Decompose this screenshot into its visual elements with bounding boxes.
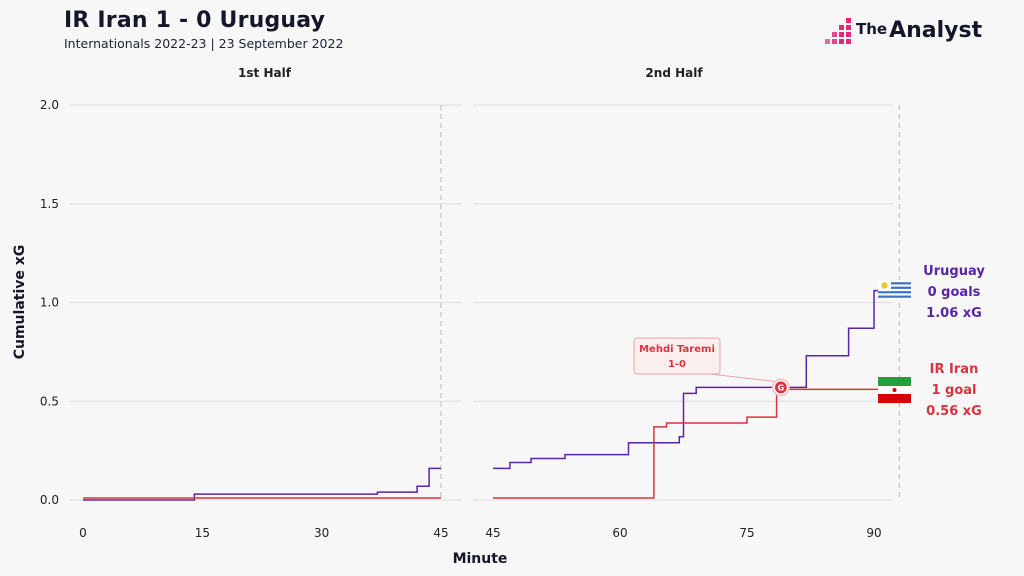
uruguay-flag-stripe — [878, 286, 911, 289]
bar-chart-logo-icon — [825, 18, 851, 44]
goal-callout-score: 1-0 — [668, 359, 686, 370]
series-line-ir-iran — [493, 388, 900, 499]
iran-flag-emblem — [892, 388, 897, 392]
x-axis-label: Minute — [453, 551, 508, 567]
y-tick-label: 0.5 — [40, 394, 59, 408]
series-line-uruguay — [83, 467, 441, 501]
x-tick-label: 60 — [612, 526, 627, 540]
x-tick-label: 30 — [314, 526, 329, 540]
chart-title: IR Iran 1 - 0 Uruguay — [64, 8, 326, 33]
brand-name: TheAnalyst — [856, 18, 983, 43]
team-goals-uruguay: 0 goals — [928, 285, 981, 300]
iran-flag-icon — [878, 377, 911, 386]
series-line-uruguay — [493, 289, 900, 470]
x-tick-label: 90 — [866, 526, 881, 540]
goal-marker-label: G — [778, 383, 785, 392]
y-tick-label: 1.0 — [40, 296, 59, 310]
x-tick-label: 75 — [739, 526, 754, 540]
uruguay-flag-stripe — [878, 295, 911, 298]
y-tick-label: 2.0 — [40, 98, 59, 112]
brand-logo: TheAnalyst — [822, 16, 992, 50]
x-tick-label: 45 — [433, 526, 448, 540]
team-name-ir-iran: IR Iran — [930, 362, 979, 377]
goal-callout-box — [633, 337, 721, 375]
panel-title: 1st Half — [238, 66, 292, 80]
x-tick-label: 15 — [195, 526, 210, 540]
uruguay-flag-stripe — [878, 282, 911, 285]
team-goals-ir-iran: 1 goal — [931, 383, 976, 398]
y-axis-label: Cumulative xG — [12, 245, 28, 360]
uruguay-flag-stripe — [878, 291, 911, 294]
iran-flag-stripe — [878, 394, 911, 403]
chart-subtitle: Internationals 2022-23 | 23 September 20… — [64, 36, 344, 51]
x-tick-label: 45 — [485, 526, 500, 540]
goal-callout-player: Mehdi Taremi — [639, 344, 715, 355]
team-name-uruguay: Uruguay — [923, 264, 985, 279]
panel-title: 2nd Half — [645, 66, 703, 80]
y-tick-label: 0.0 — [40, 493, 59, 507]
goal-marker — [773, 380, 788, 395]
y-tick-label: 1.5 — [40, 197, 59, 211]
x-tick-label: 0 — [79, 526, 87, 540]
team-xg-ir-iran: 0.56 xG — [926, 404, 982, 419]
team-xg-uruguay: 1.06 xG — [926, 306, 982, 321]
uruguay-flag-sun — [881, 282, 888, 289]
goal-callout-leader — [709, 373, 775, 382]
